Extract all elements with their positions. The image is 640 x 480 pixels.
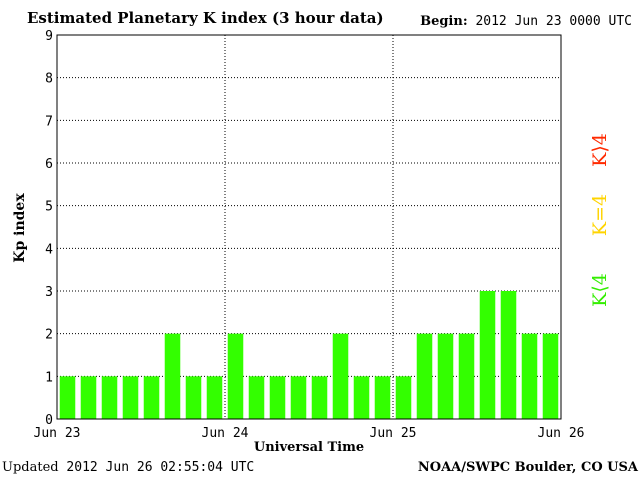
updated-label: Updated (2, 460, 59, 475)
begin-label: Begin: (420, 14, 468, 29)
y-tick-label: 0 (45, 413, 53, 428)
kp-bar (521, 333, 538, 419)
x-tick-label: Jun 24 (202, 426, 249, 441)
plot-frame (56, 34, 562, 420)
updated-timestamp: Updated 2012 Jun 26 02:55:04 UTC (2, 460, 254, 475)
source-credit: NOAA/SWPC Boulder, CO USA (417, 460, 638, 475)
kp-bar (185, 376, 202, 419)
kp-bar (143, 376, 160, 419)
kp-bar (479, 291, 496, 419)
x-axis-label: Universal Time (253, 440, 365, 455)
begin-time: Begin: 2012 Jun 23 0000 UTC (420, 14, 632, 29)
kp-bar (122, 376, 139, 419)
kp-bar (353, 376, 370, 419)
begin-value: 2012 Jun 23 0000 UTC (475, 14, 632, 29)
y-tick-label: 3 (45, 285, 53, 300)
kp-bar (458, 333, 475, 419)
kp-bar (164, 333, 181, 419)
legend-k-below-4: K⟨4 (589, 273, 611, 307)
y-tick-label: 9 (45, 29, 53, 44)
kp-bar (542, 333, 559, 419)
x-tick-label: Jun 25 (370, 426, 417, 441)
legend-k-equals-4: K=4 (589, 193, 611, 237)
kp-bar (395, 376, 412, 419)
kp-bar (290, 376, 307, 419)
y-tick-label: 6 (45, 157, 53, 172)
kp-bar (416, 333, 433, 419)
kp-bar (500, 291, 517, 419)
y-tick-label: 4 (45, 242, 53, 257)
y-tick-label: 8 (45, 72, 53, 87)
legend-k-above-4: K⟩4 (589, 133, 611, 167)
kp-bar (248, 376, 265, 419)
y-tick-label: 2 (45, 328, 53, 343)
y-tick-label: 5 (45, 200, 53, 215)
kp-bar (59, 376, 76, 419)
kp-bar (206, 376, 223, 419)
kp-bar (374, 376, 391, 419)
y-tick-label: 1 (45, 370, 53, 385)
kp-bar (101, 376, 118, 419)
kp-bar (311, 376, 328, 419)
kp-bar (332, 333, 349, 419)
kp-bar (437, 333, 454, 419)
y-axis-label: Kp index (12, 193, 28, 263)
x-tick-label: Jun 26 (538, 426, 585, 441)
kp-bar (227, 333, 244, 419)
y-tick-label: 7 (45, 114, 53, 129)
updated-value: 2012 Jun 26 02:55:04 UTC (66, 460, 255, 475)
chart-title: Estimated Planetary K index (3 hour data… (27, 9, 384, 27)
kp-bar (269, 376, 286, 419)
x-tick-label: Jun 23 (34, 426, 81, 441)
kp-bar (80, 376, 97, 419)
